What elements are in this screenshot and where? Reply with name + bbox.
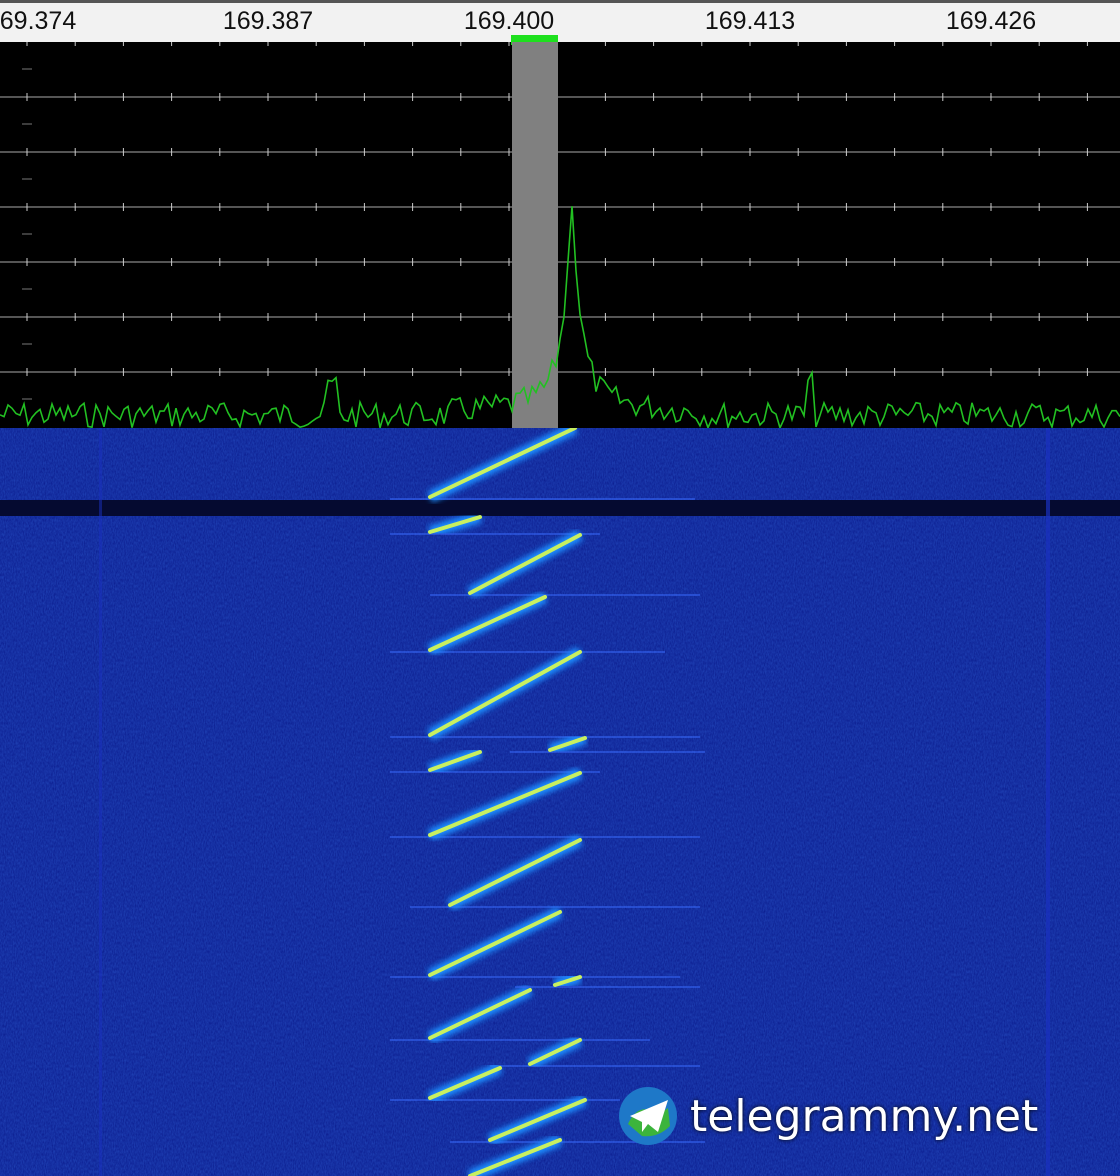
- chirp-trace: [428, 515, 482, 534]
- chirp-trace: [553, 975, 582, 987]
- spectrum-plot[interactable]: [0, 42, 1120, 428]
- spur-line: [1046, 428, 1050, 1176]
- watermark: telegrammy.net: [618, 1086, 1038, 1146]
- chirp-trace: [428, 910, 562, 977]
- freq-label: 69.374: [0, 7, 77, 35]
- freq-label: 169.400: [463, 7, 555, 35]
- freq-label: 169.426: [945, 7, 1037, 35]
- chirp-traces: [390, 428, 705, 1176]
- chirp-trace: [488, 1098, 587, 1142]
- chirp-trace: [428, 428, 577, 499]
- telegram-globe-icon: [619, 1087, 677, 1145]
- chirp-trace: [428, 771, 582, 837]
- passband-filter: [512, 42, 558, 428]
- chirp-trace: [468, 1138, 562, 1176]
- chirp-trace: [448, 838, 582, 907]
- spectrum-grid: [0, 42, 1120, 400]
- chirp-trace: [428, 750, 482, 772]
- spectrum-trace: [0, 206, 1120, 428]
- chirp-trace: [428, 650, 582, 737]
- freq-label: 169.413: [704, 7, 796, 35]
- chirp-trace: [428, 988, 532, 1040]
- waterfall-display[interactable]: [0, 428, 1120, 1176]
- spur-line: [99, 428, 102, 1176]
- chirp-trace: [528, 1038, 582, 1066]
- chirp-trace: [548, 736, 587, 752]
- tuning-marker[interactable]: [511, 35, 558, 45]
- signal-gap-band: [0, 500, 1120, 516]
- freq-label: 169.387: [222, 7, 314, 35]
- frequency-ruler[interactable]: 69.374 169.387 169.400 169.413 169.426: [0, 0, 1120, 45]
- watermark-text: telegrammy.net: [690, 1090, 1039, 1142]
- chirp-trace: [428, 595, 547, 652]
- chirp-trace: [428, 1066, 502, 1100]
- chirp-trace: [468, 533, 582, 595]
